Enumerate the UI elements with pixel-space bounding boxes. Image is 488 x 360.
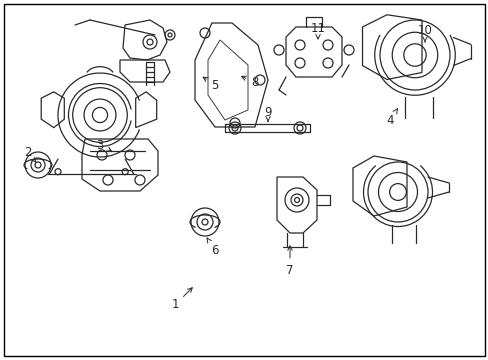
Text: 4: 4	[386, 108, 397, 126]
Text: 6: 6	[206, 238, 218, 256]
Text: 3: 3	[96, 139, 111, 152]
Text: 9: 9	[264, 105, 271, 121]
Text: 8: 8	[241, 76, 258, 89]
Text: 1: 1	[171, 288, 192, 311]
Text: 10: 10	[417, 23, 431, 42]
Text: 7: 7	[285, 246, 293, 276]
Text: 2: 2	[24, 145, 36, 163]
Text: 5: 5	[203, 77, 218, 91]
Text: 11: 11	[310, 22, 325, 39]
